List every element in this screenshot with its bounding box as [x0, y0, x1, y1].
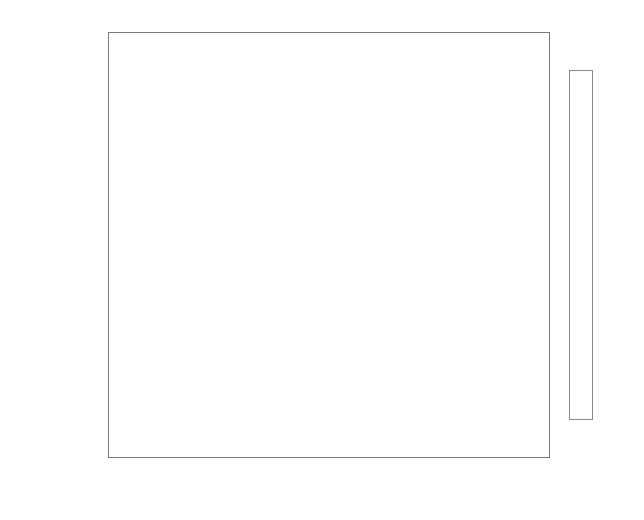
colorbar	[569, 70, 593, 420]
sky-map-panel	[108, 32, 550, 458]
cluster-overlay	[109, 33, 549, 457]
continuum-map-image	[109, 33, 549, 457]
